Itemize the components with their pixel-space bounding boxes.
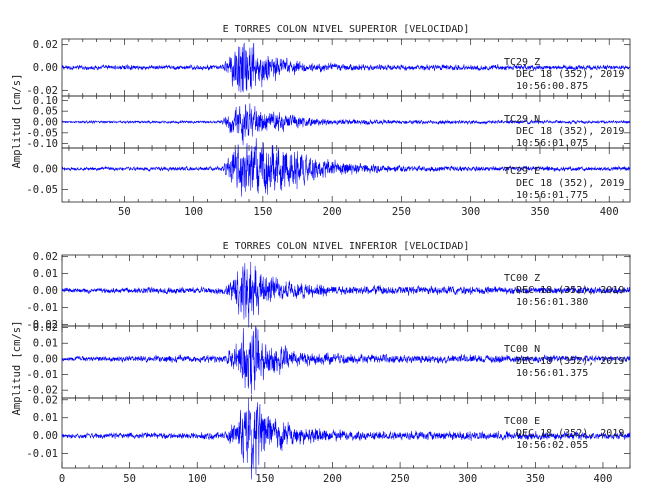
time-label: 10:56:01.380 <box>516 297 588 308</box>
time-label: 10:56:02.055 <box>516 440 588 451</box>
y-tick-label: 0.01 <box>33 338 58 350</box>
chart-title-inferior: E TORRES COLON NIVEL INFERIOR [VELOCIDAD… <box>223 241 470 252</box>
waveform-trace-tc29-e <box>61 138 631 197</box>
x-tick-label: 300 <box>458 473 477 485</box>
y-tick-label: 0.00 <box>33 163 58 175</box>
date-label: DEC 18 (352), 2019 <box>516 285 624 296</box>
x-tick-label: 50 <box>123 473 136 485</box>
y-tick-label: -0.02 <box>26 385 58 397</box>
date-label: DEC 18 (352), 2019 <box>516 428 624 439</box>
y-tick-label: -0.01 <box>26 448 58 460</box>
y-tick-label: -0.10 <box>26 138 58 150</box>
x-tick-label: 150 <box>255 473 274 485</box>
y-tick-label: 0.00 <box>33 285 58 297</box>
y-tick-label: 0.00 <box>33 117 58 129</box>
time-label: 10:56:01.075 <box>516 138 588 149</box>
waveform-trace-tc00-n <box>61 326 631 395</box>
station-component-label: TC00 E <box>504 416 540 427</box>
x-tick-label: 350 <box>530 206 549 218</box>
y-tick-label: 0.01 <box>33 412 58 424</box>
y-tick-label: 0.05 <box>33 106 58 118</box>
y-axis-label-superior: Amplitud [cm/s] <box>11 74 23 169</box>
x-tick-label: 50 <box>118 206 131 218</box>
x-tick-label: 100 <box>184 206 203 218</box>
y-tick-label: 0.00 <box>33 430 58 442</box>
x-tick-label: 100 <box>188 473 207 485</box>
x-tick-label: 200 <box>323 473 342 485</box>
x-tick-label: 400 <box>600 206 619 218</box>
waveform-trace-tc00-e <box>61 398 631 480</box>
date-label: DEC 18 (352), 2019 <box>516 126 624 137</box>
y-tick-label: 0.02 <box>33 394 58 406</box>
waveform-trace-tc00-z <box>61 261 631 328</box>
x-tick-label: 150 <box>253 206 272 218</box>
time-label: 10:56:01.375 <box>516 368 588 379</box>
x-tick-label: 250 <box>391 473 410 485</box>
date-label: DEC 18 (352), 2019 <box>516 178 624 189</box>
y-axis-label-inferior: Amplitud [cm/s] <box>11 321 23 416</box>
y-tick-label: 0.02 <box>33 39 58 51</box>
station-component-label: TC00 Z <box>504 273 540 284</box>
y-tick-label: -0.02 <box>26 85 58 97</box>
station-component-label: TC29 E <box>504 166 540 177</box>
x-tick-label: 300 <box>461 206 480 218</box>
x-tick-label: 400 <box>593 473 612 485</box>
time-label: 10:56:00.875 <box>516 81 588 92</box>
waveform-trace-tc29-n <box>61 103 631 146</box>
y-tick-label: -0.05 <box>26 184 58 196</box>
station-component-label: TC29 Z <box>504 57 540 68</box>
y-tick-label: -0.05 <box>26 127 58 139</box>
x-tick-label: 0 <box>59 473 65 485</box>
y-tick-label: 0.00 <box>33 353 58 365</box>
y-tick-label: -0.01 <box>26 369 58 381</box>
x-tick-label: 350 <box>526 473 545 485</box>
chart-title-superior: E TORRES COLON NIVEL SUPERIOR [VELOCIDAD… <box>223 24 470 35</box>
date-label: DEC 18 (352), 2019 <box>516 356 624 367</box>
y-tick-label: 0.00 <box>33 62 58 74</box>
date-label: DEC 18 (352), 2019 <box>516 69 624 80</box>
y-tick-label: 0.10 <box>33 95 58 107</box>
x-tick-label: 250 <box>392 206 411 218</box>
y-tick-label: -0.02 <box>26 319 58 331</box>
y-tick-label: 0.02 <box>33 251 58 263</box>
station-component-label: TC29 N <box>504 114 540 125</box>
x-tick-label: 200 <box>323 206 342 218</box>
waveform-trace-tc29-z <box>61 42 631 93</box>
y-tick-label: 0.01 <box>33 268 58 280</box>
y-tick-label: 0.02 <box>33 322 58 334</box>
station-component-label: TC00 N <box>504 344 540 355</box>
time-label: 10:56:01.775 <box>516 190 588 201</box>
y-tick-label: -0.01 <box>26 302 58 314</box>
